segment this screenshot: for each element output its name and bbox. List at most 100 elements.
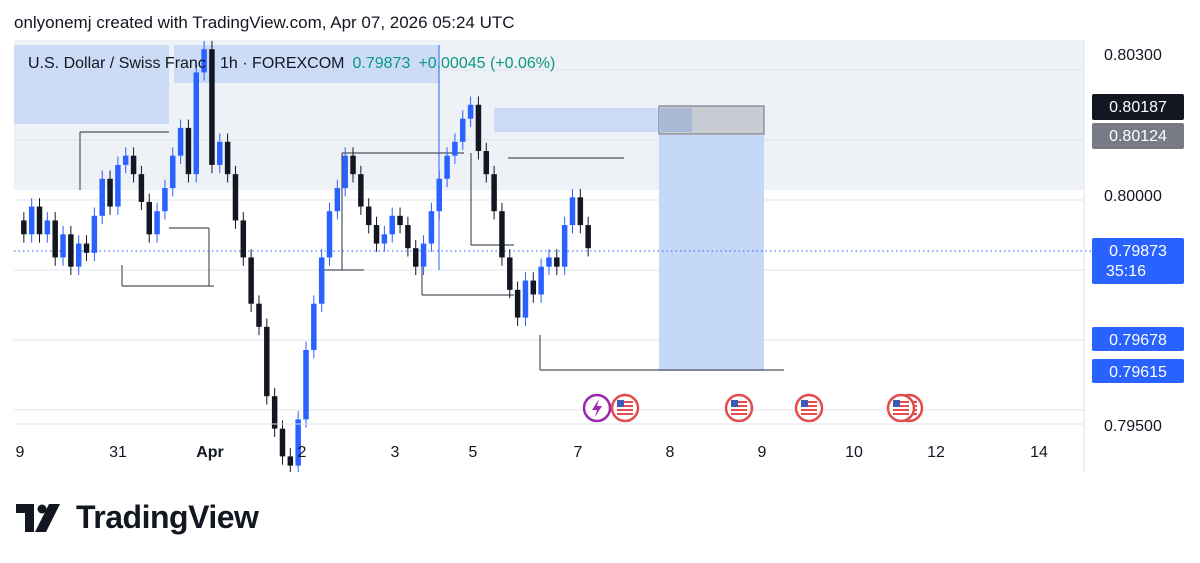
- price-label: 0.80124: [1109, 128, 1167, 145]
- candle-body: [452, 141, 458, 156]
- price-label: 0.79873: [1109, 243, 1167, 260]
- candle-body: [577, 197, 584, 226]
- candle-body: [507, 257, 513, 290]
- candle-body: [99, 178, 105, 216]
- price-axis-tick: 0.80300: [1104, 47, 1162, 64]
- time-axis-tick: 5: [469, 444, 478, 461]
- candle-body: [444, 155, 450, 179]
- candle-body: [217, 141, 223, 165]
- brand: TradingView: [16, 499, 259, 536]
- us-flag-event-icon[interactable]: [794, 393, 824, 423]
- candle-body: [122, 155, 129, 165]
- candle-body: [185, 127, 192, 175]
- candle-body: [271, 396, 278, 429]
- tradingview-logo-icon: [16, 503, 60, 532]
- candle-body: [28, 206, 35, 235]
- candle-body: [138, 174, 145, 202]
- price-label-box: [1092, 327, 1184, 351]
- candle-body: [224, 141, 231, 175]
- candle-body: [389, 215, 395, 235]
- candle-body: [373, 225, 380, 244]
- candle-body: [107, 178, 113, 207]
- candle-body: [287, 456, 294, 466]
- candle-body: [334, 188, 341, 212]
- legend-last-price: 0.79873: [352, 55, 411, 72]
- candle-body: [342, 155, 348, 189]
- candle-body: [115, 164, 121, 207]
- candle-body: [75, 243, 82, 267]
- candle-body: [130, 155, 137, 175]
- candle-body: [397, 215, 403, 226]
- candle-body: [44, 220, 51, 235]
- us-flag-event-icon[interactable]: [724, 393, 754, 423]
- candle-body: [420, 243, 427, 267]
- price-label: 0.79615: [1109, 364, 1167, 381]
- candle-body: [36, 206, 43, 235]
- candle-body: [460, 118, 466, 142]
- candle-body: [318, 257, 325, 304]
- candle-body: [365, 206, 372, 226]
- time-axis-tick: 12: [927, 444, 945, 461]
- us-flag-event-icon[interactable]: [610, 393, 640, 423]
- candle-body: [358, 174, 364, 207]
- candle-body: [170, 155, 176, 189]
- price-label-box: [1092, 123, 1184, 149]
- candle-body: [146, 201, 152, 235]
- candle-body: [60, 234, 66, 258]
- candle-body: [554, 257, 560, 267]
- supply-zone-left: [14, 45, 169, 124]
- candle-body: [256, 303, 262, 327]
- candle-body: [412, 248, 419, 267]
- candle-body: [154, 211, 160, 235]
- supply-zone-mid: [174, 45, 439, 83]
- candle-body: [436, 178, 442, 212]
- candle-body: [483, 151, 490, 175]
- time-axis-tick: 14: [1030, 444, 1048, 461]
- chart[interactable]: 9 31 Apr 2 3 5 7 8 9 10 12 14 0.80300 0.80000 0.79500 0…: [14, 40, 1186, 472]
- candle-body: [209, 49, 215, 165]
- candle-body: [21, 220, 27, 235]
- chart-canvas[interactable]: 9 31 Apr 2 3 5 7 8 9 10 12 14 0.80300 0.80000 0.79500 0…: [14, 40, 1186, 472]
- candle-body: [264, 326, 270, 397]
- candle-body: [467, 104, 474, 119]
- time-axis-tick: 8: [666, 444, 675, 461]
- candle-body: [240, 220, 247, 258]
- candle-body: [177, 127, 184, 156]
- candle-body: [585, 225, 591, 249]
- supply-zone-right: [494, 108, 659, 132]
- legend-symbol: U.S. Dollar / Swiss Franc · 1h · FOREXCO…: [28, 55, 345, 72]
- price-label: 0.80187: [1109, 99, 1167, 116]
- candle-body: [522, 280, 529, 318]
- brand-name: TradingView: [76, 499, 259, 535]
- price-axis-tick: 0.80000: [1104, 188, 1162, 205]
- candle-body: [326, 211, 333, 258]
- price-label-box: [1092, 238, 1184, 284]
- us-flag-event-icon[interactable]: [886, 393, 916, 423]
- candle-body: [491, 174, 497, 212]
- candle-body: [530, 280, 537, 295]
- candle-body: [91, 215, 98, 253]
- candle-body: [232, 174, 239, 221]
- price-label: 0.79678: [1109, 332, 1167, 349]
- candle-body: [295, 419, 301, 466]
- lightning-event-icon[interactable]: [582, 393, 612, 423]
- candle-body: [193, 72, 200, 175]
- legend-change: +0.00045 (+0.06%): [418, 55, 556, 72]
- price-axis-tick: 0.79500: [1104, 418, 1162, 435]
- time-axis-tick: 3: [391, 444, 400, 461]
- time-axis-tick: Apr: [196, 444, 224, 461]
- time-axis-tick: 10: [845, 444, 863, 461]
- candle-body: [303, 349, 309, 420]
- candle-body: [546, 257, 552, 267]
- candle-body: [350, 155, 356, 175]
- candle-body: [514, 289, 521, 318]
- candle-body: [311, 303, 317, 350]
- snapshot-header: onlyonemj created with TradingView.com, …: [14, 13, 515, 32]
- time-axis-tick: 9: [16, 444, 25, 461]
- candle-body: [499, 211, 505, 258]
- candle-body: [162, 188, 168, 212]
- candle-body: [405, 225, 411, 249]
- candle-body: [569, 197, 576, 226]
- time-axis-tick: 9: [758, 444, 767, 461]
- target-zone: [659, 135, 764, 371]
